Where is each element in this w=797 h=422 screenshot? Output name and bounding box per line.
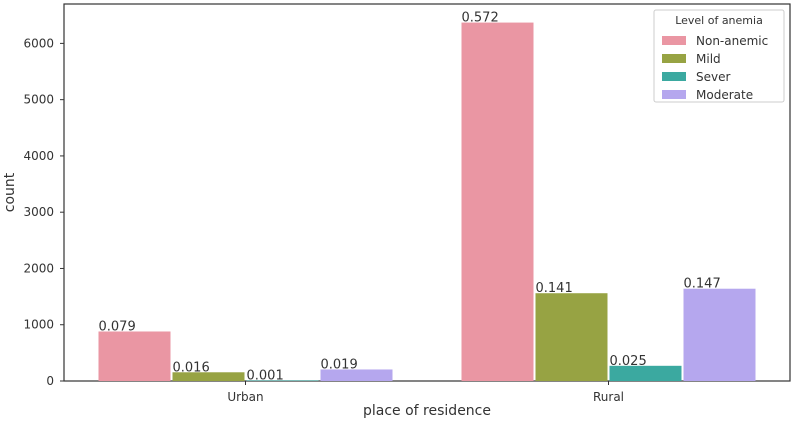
y-axis-title: count [2,172,18,212]
bar-data-label: 0.001 [247,368,284,383]
bar-data-label: 0.016 [173,360,210,375]
bar-data-label: 0.141 [536,281,573,296]
y-tick-label: 1000 [23,318,54,332]
x-axis-title: place of residence [363,403,491,419]
x-tick-label: Rural [593,390,624,404]
bar-mild-urban [172,372,245,381]
bar-sever-urban [246,380,319,381]
bar-mild-rural [535,293,608,381]
bar-data-label: 0.147 [684,277,721,292]
bar-non-anemic-urban [98,331,171,381]
y-tick-label: 0 [46,374,54,388]
bar-data-label: 0.079 [99,319,136,334]
bar-data-label: 0.572 [462,11,499,26]
legend-label: Sever [696,70,730,84]
legend-swatch [662,90,686,99]
plot-area: 0 1000 2000 3000 4000 5000 6000 Urban 0.079 0.016… [23,3,791,404]
legend-label: Moderate [696,88,753,102]
plot-frame [63,3,791,382]
legend-label: Non-anemic [696,34,768,48]
legend-swatch [662,36,686,45]
legend-label: Mild [696,52,721,66]
bar-moderate-rural [683,288,756,381]
bar-data-label: 0.019 [321,357,358,372]
legend-title: Level of anemia [675,14,763,27]
y-tick-label: 2000 [23,261,54,275]
x-tick-label: Urban [227,390,263,404]
bar-data-label: 0.025 [610,354,647,369]
y-tick-label: 4000 [23,149,54,163]
bar-sever-rural [609,365,682,381]
y-tick-label: 6000 [23,36,54,50]
legend-swatch [662,54,686,63]
y-tick-label: 3000 [23,205,54,219]
bar-moderate-urban [320,369,393,381]
bar-non-anemic-rural [461,22,534,381]
legend-swatch [662,72,686,81]
y-tick-label: 5000 [23,93,54,107]
legend-box [653,9,785,103]
legend: Level of anemia Non-anemic Mild Sever Moder… [653,9,785,103]
